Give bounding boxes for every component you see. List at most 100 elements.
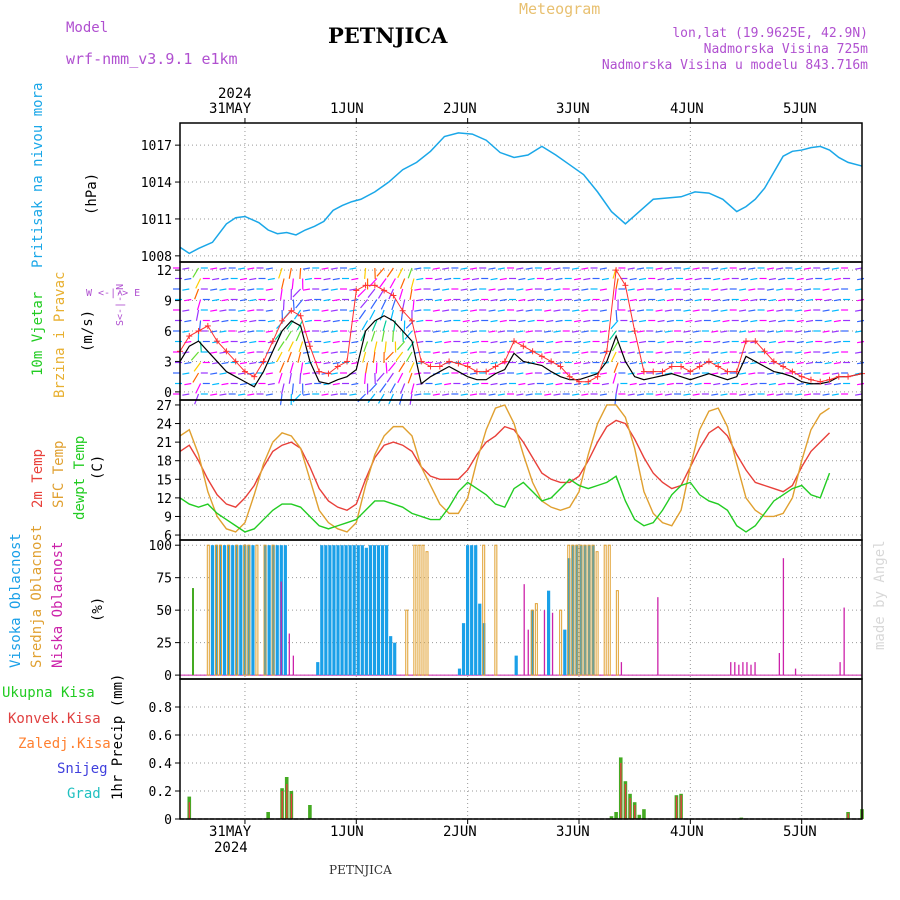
wind-arrow bbox=[778, 361, 786, 365]
wind-arrow bbox=[282, 299, 285, 311]
wind-arrow bbox=[776, 288, 784, 291]
wind-arrow bbox=[409, 288, 413, 300]
wind-arrow bbox=[302, 288, 311, 291]
wind-arrow bbox=[247, 393, 255, 396]
wind-arrow bbox=[778, 298, 786, 302]
wind-arrow bbox=[219, 309, 227, 312]
wind-arrow bbox=[629, 382, 637, 386]
wind-arrow bbox=[444, 277, 452, 281]
wind-arrow bbox=[184, 361, 192, 365]
wind-arrow bbox=[768, 277, 776, 281]
wind-arrow bbox=[855, 288, 863, 291]
wind-arrow bbox=[525, 351, 533, 354]
wind-arrow bbox=[666, 340, 674, 344]
y-tick-label: 0.6 bbox=[149, 729, 172, 744]
wind-arrow bbox=[525, 393, 533, 396]
high-cloud-bar bbox=[239, 545, 243, 676]
wind-arrow bbox=[778, 382, 786, 386]
high-cloud-bar bbox=[380, 545, 385, 676]
wind-arrow bbox=[805, 361, 814, 365]
wind-arrow bbox=[636, 330, 645, 333]
wind-arrow bbox=[638, 340, 647, 344]
wind-arrow bbox=[196, 299, 202, 311]
wind-arrow bbox=[432, 330, 440, 333]
wind-arrow bbox=[544, 372, 552, 375]
wind-arrow bbox=[372, 320, 378, 331]
total-rain-bar bbox=[609, 816, 614, 819]
wind-arrow bbox=[210, 267, 218, 270]
wind-arrow bbox=[469, 330, 478, 333]
wind-arrow bbox=[796, 382, 804, 386]
wind-arrow bbox=[469, 351, 478, 354]
wind-arrow bbox=[694, 298, 702, 302]
wind-arrow bbox=[291, 278, 294, 290]
total-rain-bar bbox=[308, 805, 312, 819]
wind-arrow bbox=[237, 309, 246, 312]
wind-arrow bbox=[321, 288, 329, 291]
wind-arrow bbox=[379, 278, 387, 288]
wind-arrow bbox=[692, 267, 700, 270]
bottom-day-label: 4JUN bbox=[670, 824, 704, 840]
wind-arrow bbox=[219, 288, 227, 291]
wind-arrow bbox=[434, 319, 442, 323]
wind-arrow bbox=[638, 319, 647, 323]
mid-cloud-bar bbox=[405, 609, 409, 676]
wind-arrow bbox=[525, 330, 533, 333]
wind-arrow bbox=[349, 393, 357, 396]
wind-arrow bbox=[601, 319, 609, 323]
wind-arrow bbox=[405, 351, 413, 362]
wind-arrow bbox=[385, 362, 388, 374]
wind-arrow bbox=[267, 298, 275, 302]
conv-rain-bar bbox=[188, 802, 191, 819]
wind-arrow bbox=[768, 361, 776, 365]
wind-arrow bbox=[330, 351, 338, 354]
high-cloud-bar bbox=[356, 545, 360, 676]
high-cloud-bar bbox=[223, 545, 227, 676]
wind-arrow bbox=[321, 330, 329, 333]
wind-arrow bbox=[722, 319, 730, 323]
wind-arrow bbox=[432, 288, 440, 291]
wind-arrow bbox=[414, 288, 422, 291]
wind-arrow bbox=[302, 267, 311, 270]
y-tick-label: 6 bbox=[164, 529, 172, 544]
wind-arrow bbox=[776, 393, 784, 396]
wind-arrow bbox=[516, 288, 524, 291]
mid-cloud-bar bbox=[417, 544, 421, 676]
wind-arrow bbox=[380, 299, 387, 310]
wind-arrow bbox=[332, 298, 340, 302]
wind-arrow bbox=[685, 361, 693, 365]
temp-label-dewpt: dewpt Temp bbox=[72, 435, 88, 520]
y-tick-label: 3 bbox=[164, 355, 172, 370]
cloud-unit: (%) bbox=[90, 596, 106, 622]
wind-arrow bbox=[412, 299, 415, 311]
wind-arrow bbox=[627, 267, 635, 270]
wind-arrow bbox=[239, 277, 248, 281]
wind-arrow bbox=[601, 382, 609, 386]
wind-arrow bbox=[239, 298, 248, 302]
wind-arrow bbox=[581, 288, 589, 291]
wind-arrow bbox=[692, 351, 700, 354]
wind-arrow bbox=[304, 382, 313, 386]
wind-arrow bbox=[332, 277, 340, 281]
wind-arrow bbox=[599, 351, 607, 354]
wind-arrow bbox=[295, 330, 302, 342]
temp-2m-line bbox=[179, 419, 831, 512]
wind-arrow bbox=[460, 309, 468, 312]
wind-arrow bbox=[527, 340, 535, 344]
wind-arrow bbox=[525, 267, 533, 270]
wind-arrow bbox=[330, 267, 338, 270]
wind-arrow bbox=[855, 267, 863, 270]
wind-arrow bbox=[655, 288, 663, 291]
wind-arrow bbox=[750, 298, 758, 302]
bottom-day-label: 5JUN bbox=[783, 824, 817, 840]
wind-arrow bbox=[555, 319, 563, 323]
wind-arrow bbox=[803, 288, 812, 291]
wind-arrow bbox=[247, 351, 255, 354]
wind-arrow bbox=[720, 309, 728, 312]
precip-unit: 1hr Precip (mm) bbox=[110, 673, 126, 800]
wind-arrow bbox=[299, 267, 302, 280]
precip-legend-hail: Grad bbox=[67, 786, 101, 802]
wind-arrow bbox=[471, 277, 480, 281]
wind-arrow bbox=[794, 351, 802, 354]
wind-arrow bbox=[247, 309, 255, 312]
